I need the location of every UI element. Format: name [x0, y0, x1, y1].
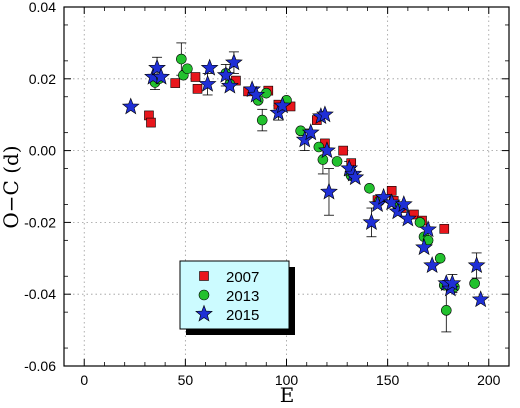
x-tick-label: 200 [477, 372, 501, 388]
data-point-2015 [443, 274, 462, 291]
x-axis-label: E [280, 383, 295, 407]
y-tick-label: -0.06 [24, 358, 56, 374]
series-2015 [121, 53, 490, 308]
legend-marker-2007 [199, 271, 209, 281]
x-tick-label: 150 [376, 372, 400, 388]
y-tick-label: -0.02 [24, 214, 56, 230]
data-point-2015 [295, 130, 314, 148]
y-tick-label: 0.00 [29, 143, 56, 159]
data-point-2013 [256, 114, 268, 126]
data-point-2013 [182, 63, 193, 75]
data-point-2013 [414, 217, 426, 228]
legend-label-2007: 2007 [226, 269, 259, 286]
data-point-2015 [200, 58, 219, 76]
data-point-2015 [374, 187, 393, 205]
data-point-2015 [225, 53, 243, 71]
data-point-2013 [176, 53, 187, 65]
data-point-2015 [423, 256, 442, 274]
data-point-2007 [190, 72, 201, 82]
tick-labels: 0 50 100 150 200 -0.06 -0.04 -0.02 0.00 0.02 0.04 [24, 0, 501, 388]
data-point-2015 [198, 74, 217, 92]
data-point-2015 [220, 76, 239, 94]
data-point-2013 [434, 252, 446, 264]
legend-label-2013: 2013 [226, 288, 259, 305]
data-point-2015 [471, 290, 490, 308]
legend-marker-2015 [195, 304, 213, 322]
data-point-2015 [152, 67, 170, 85]
axis-ticks [64, 6, 509, 367]
data-point-2015 [398, 209, 417, 227]
y-tick-label: -0.04 [24, 286, 56, 302]
data-point-2015 [368, 195, 387, 213]
data-markers [121, 53, 490, 316]
data-point-2015 [148, 58, 166, 76]
data-point-2015 [301, 123, 320, 141]
data-point-2013 [364, 182, 375, 194]
data-point-2015 [320, 182, 338, 200]
legend: 2007 2013 2015 [179, 260, 295, 335]
data-point-2015 [216, 65, 235, 83]
data-point-2015 [318, 141, 336, 159]
data-point-2007 [170, 78, 181, 88]
data-point-2007 [439, 224, 450, 234]
y-tick-label: 0.02 [29, 71, 56, 87]
data-point-2015 [415, 238, 433, 256]
legend-label-2015: 2015 [226, 307, 259, 324]
data-point-2015 [316, 105, 334, 123]
data-point-2013 [469, 278, 480, 289]
data-point-2015 [382, 193, 401, 211]
data-point-2015 [419, 220, 437, 238]
legend-marker-2013 [198, 289, 210, 301]
data-point-2007 [338, 145, 348, 156]
legend-box [179, 260, 290, 330]
x-tick-label: 50 [178, 372, 194, 388]
data-point-2015 [467, 256, 486, 274]
data-point-2015 [362, 213, 381, 230]
data-point-2015 [273, 96, 292, 114]
y-axis-label: O−C (d) [0, 145, 23, 228]
y-tick-label: 0.04 [29, 0, 56, 15]
x-tick-label: 100 [275, 372, 299, 388]
data-point-2013 [331, 156, 343, 167]
data-point-2013 [440, 305, 452, 316]
data-point-2015 [247, 85, 266, 103]
data-point-2007 [192, 84, 203, 94]
x-tick-label: 0 [80, 372, 88, 388]
data-point-2015 [394, 195, 413, 213]
data-point-2015 [388, 202, 407, 220]
data-point-2015 [121, 97, 140, 115]
data-point-2015 [346, 168, 365, 186]
data-point-2007 [146, 117, 156, 128]
